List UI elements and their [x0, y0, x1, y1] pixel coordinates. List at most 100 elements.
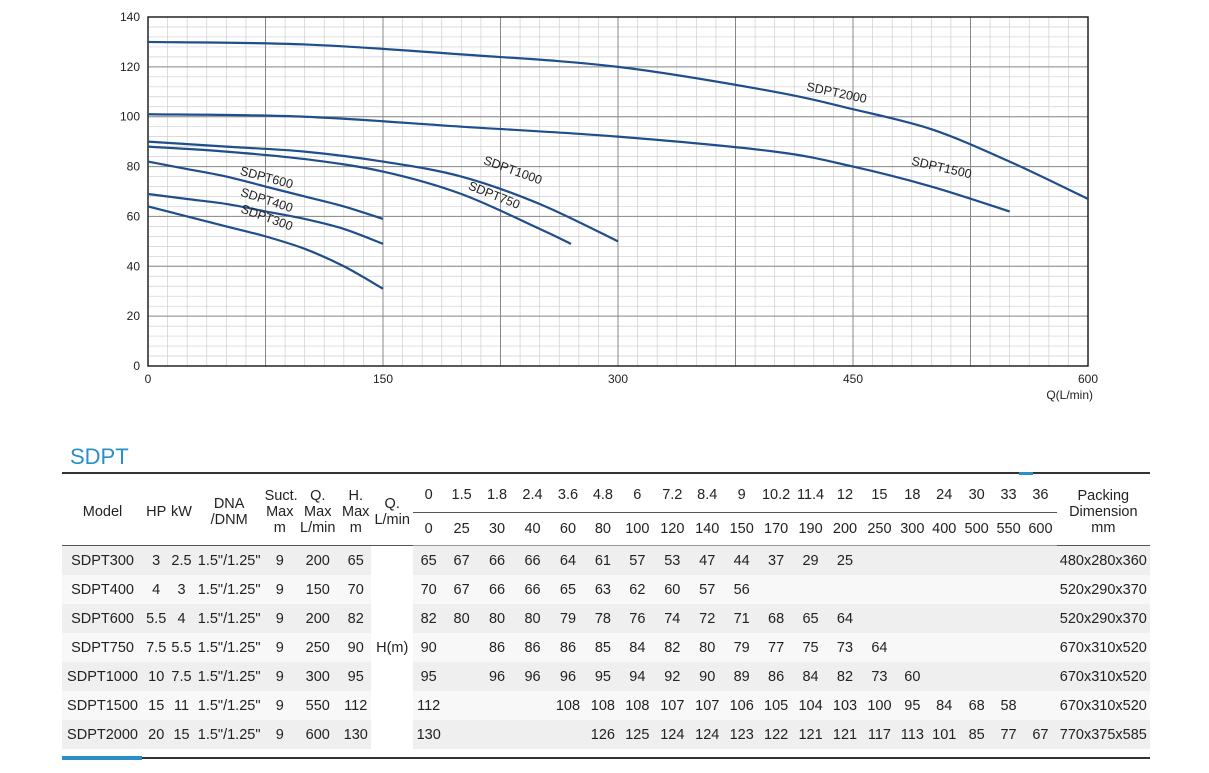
header-hmax-line3: m	[349, 519, 362, 536]
header-q-lmin: 550	[996, 521, 1021, 537]
cell-head	[896, 604, 929, 633]
cell-head: 66	[479, 575, 515, 604]
cell-head	[443, 720, 480, 749]
cell-head: 90	[690, 662, 725, 691]
cell-head-unit	[370, 720, 414, 749]
header-q-m3h: 24	[928, 478, 961, 513]
cell-packing: 520x290x370	[1056, 604, 1150, 633]
cell-head: 80	[443, 604, 480, 633]
cell-model: SDPT1500	[62, 691, 144, 720]
cell-hmax: 112	[340, 691, 371, 720]
series-line-sdpt600	[147, 160, 384, 220]
cell-hmax: 95	[340, 662, 371, 691]
cell-head	[827, 575, 863, 604]
cell-head: 82	[654, 633, 691, 662]
cell-qmax: 200	[294, 604, 341, 633]
cell-head: 123	[724, 720, 759, 749]
cell-head	[443, 691, 480, 720]
cell-head	[758, 575, 794, 604]
y-tick-label: 100	[120, 110, 140, 124]
cell-head: 60	[654, 575, 691, 604]
header-dna-line1: DNA	[213, 495, 245, 512]
header-q-m3h: 15	[862, 478, 897, 513]
table-row: SDPT1000 10 7.5 1.5"/1.25" 9 300 95 95 96 96 96 95 9…	[62, 662, 1150, 691]
y-tick-label: 20	[127, 309, 141, 323]
cell-head: 80	[514, 604, 551, 633]
header-qmax-line1: Q.	[310, 487, 326, 504]
cell-head	[1024, 662, 1057, 691]
header-suction-line3: m	[273, 519, 286, 536]
cell-packing: 670x310x520	[1056, 662, 1150, 691]
cell-head	[896, 545, 929, 575]
cell-head: 85	[960, 720, 993, 749]
cell-head: 63	[585, 575, 621, 604]
cell-head	[862, 545, 897, 575]
cell-head: 121	[827, 720, 863, 749]
header-q-lmin: 500	[964, 521, 989, 537]
cell-head: 62	[620, 575, 655, 604]
x-tick-label: 300	[608, 372, 628, 386]
cell-head: 75	[793, 633, 828, 662]
bottom-accent	[62, 756, 142, 760]
header-q-lmin: 100	[625, 521, 650, 537]
cell-head: 57	[620, 545, 655, 575]
cell-model: SDPT300	[62, 545, 144, 575]
cell-qmax: 250	[294, 633, 341, 662]
cell-head: 126	[585, 720, 621, 749]
header-q-m3h: 12	[827, 478, 863, 513]
header-dna: DNA /DNM	[193, 478, 265, 546]
cell-head	[960, 575, 993, 604]
cell-model: SDPT2000	[62, 720, 144, 749]
header-suction-line2: Max	[266, 503, 294, 520]
cell-head: 37	[758, 545, 794, 575]
cell-head	[479, 691, 515, 720]
cell-head: 124	[654, 720, 691, 749]
header-q-m3h: 9	[724, 478, 759, 513]
cell-suction: 9	[264, 662, 295, 691]
header-q-unit: Q. L/min	[370, 478, 414, 546]
cell-suction: 9	[264, 633, 295, 662]
cell-head: 82	[413, 604, 444, 633]
cell-head: 60	[896, 662, 929, 691]
cell-suction: 9	[264, 604, 295, 633]
cell-suction: 9	[264, 575, 295, 604]
cell-dna: 1.5"/1.25"	[193, 662, 265, 691]
cell-model: SDPT600	[62, 604, 144, 633]
cell-head: 65	[793, 604, 828, 633]
cell-head	[960, 545, 993, 575]
header-qmax-line2: Max	[304, 503, 332, 520]
cell-head: 67	[443, 575, 480, 604]
cell-head: 108	[585, 691, 621, 720]
y-tick-label: 80	[127, 160, 141, 174]
cell-head	[992, 545, 1025, 575]
header-q-m3h: 1.5	[443, 478, 480, 513]
header-suction-line1: Suct.	[264, 487, 298, 504]
cell-head: 96	[514, 662, 551, 691]
cell-hmax: 65	[340, 545, 371, 575]
title-accent	[1019, 472, 1033, 475]
cell-head: 86	[758, 662, 794, 691]
cell-head: 76	[620, 604, 655, 633]
cell-packing: 670x310x520	[1056, 633, 1150, 662]
cell-head: 61	[585, 545, 621, 575]
cell-head	[443, 662, 480, 691]
cell-head: 89	[724, 662, 759, 691]
cell-qmax: 150	[294, 575, 341, 604]
header-hmax: H. Max m	[340, 478, 371, 546]
spec-table: Model HP kW DNA /DNM Suct. Max m Q. Max …	[62, 478, 1150, 749]
cell-head: 71	[724, 604, 759, 633]
cell-head: 105	[758, 691, 794, 720]
cell-head: 56	[724, 575, 759, 604]
cell-head-unit	[370, 662, 414, 691]
header-q-lmin: 300	[900, 521, 925, 537]
cell-suction: 9	[264, 720, 295, 749]
bottom-rule	[62, 757, 1150, 759]
header-q-unit-line1: Q.	[384, 495, 400, 512]
cell-qmax: 550	[294, 691, 341, 720]
series-line-sdpt1000	[147, 140, 619, 243]
cell-head	[550, 720, 586, 749]
cell-head: 68	[758, 604, 794, 633]
cell-hp: 15	[143, 691, 170, 720]
cell-kw: 5.5	[169, 633, 194, 662]
